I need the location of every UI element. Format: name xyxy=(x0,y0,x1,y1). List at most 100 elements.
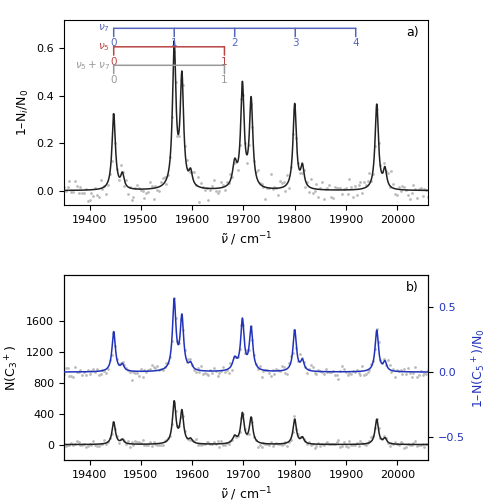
Point xyxy=(281,438,289,446)
Point xyxy=(188,168,196,176)
Point xyxy=(415,440,423,448)
Point xyxy=(347,370,355,378)
Point xyxy=(65,372,73,380)
Point xyxy=(71,177,79,185)
Point xyxy=(234,432,242,440)
Point xyxy=(129,441,137,449)
Point xyxy=(335,184,342,192)
Point xyxy=(254,443,262,451)
Point xyxy=(245,346,253,354)
Point xyxy=(223,366,231,374)
Point xyxy=(186,168,194,176)
Point xyxy=(225,369,233,377)
Point xyxy=(419,440,427,448)
Point xyxy=(80,189,88,197)
Point xyxy=(345,369,353,377)
Point xyxy=(157,366,165,374)
Point xyxy=(397,187,404,195)
Point xyxy=(362,370,370,378)
Point xyxy=(88,366,95,374)
Point xyxy=(166,352,174,360)
Point xyxy=(172,78,180,86)
Point xyxy=(399,370,406,378)
Point xyxy=(362,181,370,189)
Point xyxy=(343,190,351,198)
Point xyxy=(98,185,106,193)
Point xyxy=(241,426,249,434)
Point xyxy=(256,178,264,186)
Point xyxy=(267,170,275,177)
Point xyxy=(82,184,90,192)
Point xyxy=(88,440,95,448)
Point xyxy=(424,366,432,374)
Point xyxy=(351,441,359,449)
Point xyxy=(291,326,299,334)
Point xyxy=(248,418,256,426)
Point xyxy=(78,370,86,378)
Point xyxy=(113,432,121,440)
Point xyxy=(181,346,188,354)
Point xyxy=(206,366,214,374)
Point xyxy=(135,184,143,192)
Text: $\nu_5$: $\nu_5$ xyxy=(98,41,110,52)
Point xyxy=(312,180,320,188)
Point xyxy=(128,376,136,384)
Point xyxy=(259,367,267,375)
Point xyxy=(219,182,227,190)
Point xyxy=(300,358,308,366)
Point xyxy=(234,353,242,361)
Point xyxy=(108,157,116,165)
Point xyxy=(73,437,81,445)
Point xyxy=(337,442,344,450)
Point xyxy=(82,371,90,379)
Point xyxy=(261,366,269,374)
Point xyxy=(320,370,328,378)
Point xyxy=(75,189,83,197)
X-axis label: $\tilde{\nu}$ / cm$^{-1}$: $\tilde{\nu}$ / cm$^{-1}$ xyxy=(220,486,272,500)
Point xyxy=(413,194,421,202)
Point xyxy=(128,438,136,446)
Point xyxy=(183,358,190,366)
Point xyxy=(108,430,116,438)
Point xyxy=(197,178,205,186)
Point xyxy=(217,436,225,444)
Y-axis label: 1–N$_i$/N$_0$: 1–N$_i$/N$_0$ xyxy=(16,89,31,136)
Point xyxy=(298,354,306,362)
Point xyxy=(95,194,103,202)
Point xyxy=(141,194,149,202)
Point xyxy=(333,371,340,379)
Point xyxy=(203,438,211,446)
Point xyxy=(340,184,348,192)
Point xyxy=(175,338,183,346)
Point xyxy=(325,440,333,448)
Point xyxy=(389,180,397,188)
Point xyxy=(146,178,154,186)
Point xyxy=(291,412,299,420)
Point xyxy=(104,365,112,373)
Point xyxy=(109,110,117,118)
Point xyxy=(360,440,368,448)
Point xyxy=(294,357,302,365)
Point xyxy=(271,370,278,378)
Point xyxy=(184,164,192,172)
Point xyxy=(384,168,392,176)
Point xyxy=(111,139,119,147)
Point xyxy=(366,366,373,374)
Point xyxy=(366,168,373,176)
Point xyxy=(261,440,269,448)
Point xyxy=(161,438,169,446)
Point xyxy=(128,196,136,204)
Point xyxy=(279,440,287,448)
Point xyxy=(177,412,185,420)
Point xyxy=(142,189,150,197)
Point xyxy=(305,188,313,196)
Point xyxy=(356,178,364,186)
Point xyxy=(192,368,200,376)
Point xyxy=(349,366,357,374)
Point xyxy=(186,356,194,364)
Point xyxy=(236,428,244,436)
Point xyxy=(154,186,161,194)
Point xyxy=(84,366,92,374)
Point xyxy=(285,359,293,367)
Point xyxy=(389,366,397,374)
